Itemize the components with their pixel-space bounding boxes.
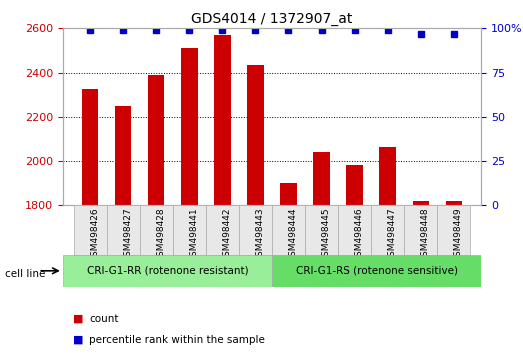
Bar bbox=[82, 89, 98, 205]
Text: GSM498449: GSM498449 bbox=[454, 208, 463, 262]
FancyBboxPatch shape bbox=[63, 255, 272, 287]
Bar bbox=[346, 166, 363, 205]
Text: GSM498444: GSM498444 bbox=[289, 208, 298, 262]
Bar bbox=[413, 201, 429, 205]
FancyBboxPatch shape bbox=[305, 205, 338, 255]
Text: CRI-G1-RS (rotenone sensitive): CRI-G1-RS (rotenone sensitive) bbox=[295, 266, 458, 276]
Bar bbox=[280, 183, 297, 205]
Bar bbox=[148, 75, 164, 205]
Text: ■: ■ bbox=[73, 335, 84, 345]
Bar bbox=[446, 201, 462, 205]
FancyBboxPatch shape bbox=[74, 205, 107, 255]
Text: GSM498426: GSM498426 bbox=[90, 208, 99, 262]
FancyBboxPatch shape bbox=[239, 205, 272, 255]
Bar bbox=[313, 152, 330, 205]
FancyBboxPatch shape bbox=[173, 205, 206, 255]
FancyBboxPatch shape bbox=[206, 205, 239, 255]
FancyBboxPatch shape bbox=[272, 205, 305, 255]
Text: percentile rank within the sample: percentile rank within the sample bbox=[89, 335, 265, 345]
FancyBboxPatch shape bbox=[272, 255, 481, 287]
Text: GSM498427: GSM498427 bbox=[123, 208, 132, 262]
Text: CRI-G1-RR (rotenone resistant): CRI-G1-RR (rotenone resistant) bbox=[86, 266, 248, 276]
Text: GSM498441: GSM498441 bbox=[189, 208, 198, 262]
Text: GSM498448: GSM498448 bbox=[421, 208, 430, 262]
Bar bbox=[214, 35, 231, 205]
Bar bbox=[115, 106, 131, 205]
Text: GSM498445: GSM498445 bbox=[322, 208, 331, 262]
Title: GDS4014 / 1372907_at: GDS4014 / 1372907_at bbox=[191, 12, 353, 26]
FancyBboxPatch shape bbox=[140, 205, 173, 255]
Text: GSM498447: GSM498447 bbox=[388, 208, 397, 262]
Text: GSM498428: GSM498428 bbox=[156, 208, 165, 262]
Text: cell line: cell line bbox=[5, 269, 46, 279]
Text: GSM498446: GSM498446 bbox=[355, 208, 363, 262]
Bar bbox=[247, 65, 264, 205]
Text: count: count bbox=[89, 314, 118, 324]
Text: GSM498442: GSM498442 bbox=[222, 208, 231, 262]
FancyBboxPatch shape bbox=[371, 205, 404, 255]
FancyBboxPatch shape bbox=[404, 205, 437, 255]
FancyBboxPatch shape bbox=[437, 205, 470, 255]
Bar bbox=[380, 147, 396, 205]
Text: ■: ■ bbox=[73, 314, 84, 324]
FancyBboxPatch shape bbox=[107, 205, 140, 255]
Bar bbox=[181, 48, 198, 205]
FancyBboxPatch shape bbox=[338, 205, 371, 255]
Text: GSM498443: GSM498443 bbox=[255, 208, 265, 262]
